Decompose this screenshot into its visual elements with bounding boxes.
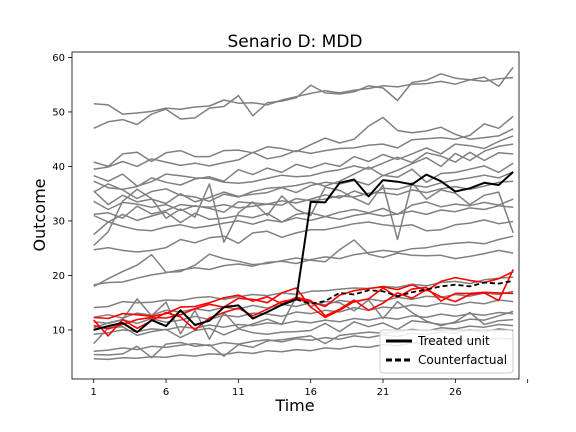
series-line-control-18 — [93, 299, 514, 329]
y-tick-label: 10 — [52, 325, 65, 336]
series-line-control-7 — [93, 162, 514, 206]
x-tick-label: 26 — [449, 387, 462, 398]
x-axis-title: Time — [274, 396, 314, 415]
treated-unit-line — [93, 171, 514, 334]
series-line-control-11 — [93, 204, 514, 236]
series-line-control-9 — [93, 180, 514, 219]
x-tick-label: 16 — [304, 387, 317, 398]
series-line-highlight-26 — [93, 269, 514, 320]
y-tick-label: 20 — [52, 271, 65, 282]
legend-label-counterfactual: Counterfactual — [418, 353, 507, 367]
y-tick-label: 30 — [52, 216, 65, 227]
series-line-control-3 — [93, 115, 514, 170]
series-line-control-5 — [93, 135, 514, 191]
chart-title: Senario D: MDD — [227, 32, 362, 52]
series-line-control-14 — [93, 235, 514, 286]
x-tick-label: 1 — [91, 387, 97, 398]
plot-frame — [71, 51, 520, 380]
series-line-control-10 — [93, 198, 514, 224]
x-tick-label: 6 — [163, 387, 169, 398]
series-line-control-23 — [93, 323, 514, 359]
series-line-control-21 — [93, 310, 514, 345]
x-axis: 1 6 11 16 21 26 — [91, 379, 529, 398]
series-line-control-6 — [93, 143, 514, 203]
legend: Treated unit Counterfactual — [379, 329, 514, 374]
series-line-control-1 — [93, 66, 514, 129]
series-line-control-15 — [93, 239, 514, 288]
series-layer — [93, 66, 514, 361]
y-axis: 10 20 30 40 50 60 — [52, 53, 72, 336]
series-line-control-0 — [93, 76, 514, 115]
series-line-control-13 — [93, 219, 514, 253]
x-tick-label: 21 — [377, 387, 390, 398]
series-line-control-16 — [93, 276, 514, 309]
series-line-control-4 — [93, 151, 514, 187]
x-tick-label: 11 — [232, 387, 245, 398]
y-axis-title: Outcome — [30, 178, 49, 251]
y-tick-label: 60 — [52, 53, 65, 64]
y-tick-label: 40 — [52, 162, 65, 173]
series-line-highlight-27 — [93, 286, 514, 330]
y-tick-label: 50 — [52, 107, 65, 118]
series-line-control-2 — [93, 116, 514, 168]
series-line-control-12 — [93, 182, 514, 247]
counterfactual-line — [93, 280, 514, 334]
legend-box — [379, 329, 514, 374]
legend-label-treated: Treated unit — [417, 334, 490, 348]
